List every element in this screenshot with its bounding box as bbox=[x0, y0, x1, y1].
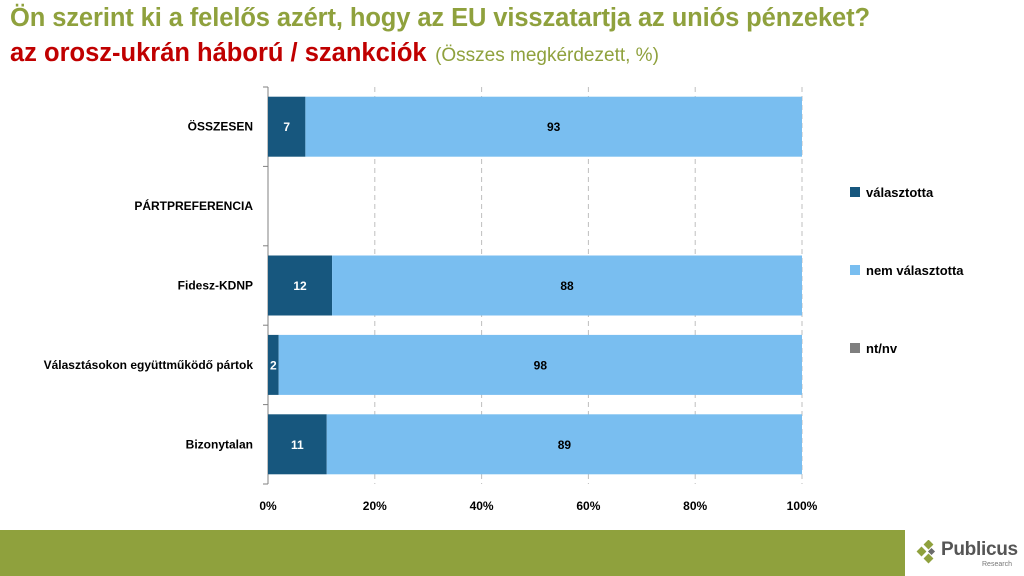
bar-segment bbox=[268, 96, 306, 157]
x-tick-label: 80% bbox=[683, 499, 707, 513]
category-label: Bizonytalan bbox=[186, 437, 253, 451]
data-label: 11 bbox=[291, 438, 304, 452]
data-label: 98 bbox=[534, 358, 548, 372]
x-tick-label: 40% bbox=[470, 499, 494, 513]
bar-segment bbox=[268, 334, 279, 395]
footer-bar bbox=[0, 530, 905, 576]
data-label: 93 bbox=[547, 120, 561, 134]
x-tick-label: 0% bbox=[259, 499, 277, 513]
data-label: 88 bbox=[560, 279, 574, 293]
category-label: Fidesz-KDNP bbox=[178, 279, 253, 293]
legend-swatch bbox=[850, 265, 860, 275]
data-label: 7 bbox=[283, 120, 290, 134]
publicus-logo: Publicus Research bbox=[916, 536, 1024, 576]
category-label: PÁRTPREFERENCIA bbox=[134, 198, 253, 213]
logo-wordmark: Publicus bbox=[941, 539, 1018, 560]
legend-swatch bbox=[850, 187, 860, 197]
stacked-bar-chart: 7 93 12 88 2 98 11 89 ÖSSZESEN PÁRTPREFERENCIA Fi… bbox=[44, 86, 964, 513]
bar-segment bbox=[332, 255, 802, 316]
subtitle-main: az orosz-ukrán háború / szankciók bbox=[10, 39, 427, 67]
bar-segment bbox=[278, 334, 802, 395]
bar-segment bbox=[268, 414, 327, 475]
bar-segment bbox=[326, 414, 802, 475]
data-label: 12 bbox=[293, 279, 307, 293]
x-tick-label: 20% bbox=[363, 499, 387, 513]
bar-segment bbox=[268, 255, 333, 316]
legend-swatch bbox=[850, 343, 860, 353]
chart-title: Ön szerint ki a felelős azért, hogy az E… bbox=[10, 4, 870, 32]
x-tick-label: 100% bbox=[787, 499, 818, 513]
publicus-logo-icon bbox=[916, 540, 936, 564]
data-label: 89 bbox=[558, 438, 572, 452]
chart-subtitle: az orosz-ukrán háború / szankciók (Össze… bbox=[10, 39, 1010, 68]
x-tick-label: 60% bbox=[576, 499, 600, 513]
category-label: Választásokon együttműködő pártok bbox=[44, 358, 254, 372]
bar-segment bbox=[305, 96, 802, 157]
category-labels: ÖSSZESEN PÁRTPREFERENCIA Fidesz-KDNP Válasz… bbox=[44, 119, 254, 452]
subtitle-note: (Összes megkérdezett, %) bbox=[435, 45, 659, 66]
chart-legend: választotta nem választotta nt/nv bbox=[850, 185, 964, 356]
legend-label: nt/nv bbox=[866, 341, 898, 356]
legend-label: nem választotta bbox=[866, 263, 964, 278]
x-axis-ticks: 0% 20% 40% 60% 80% 100% bbox=[259, 499, 817, 513]
chart-bars: 7 93 12 88 2 98 11 89 bbox=[268, 96, 802, 475]
legend-label: választotta bbox=[866, 185, 934, 200]
category-label: ÖSSZESEN bbox=[188, 119, 253, 134]
logo-tagline: Research bbox=[982, 561, 1012, 568]
data-label: 2 bbox=[270, 358, 277, 372]
